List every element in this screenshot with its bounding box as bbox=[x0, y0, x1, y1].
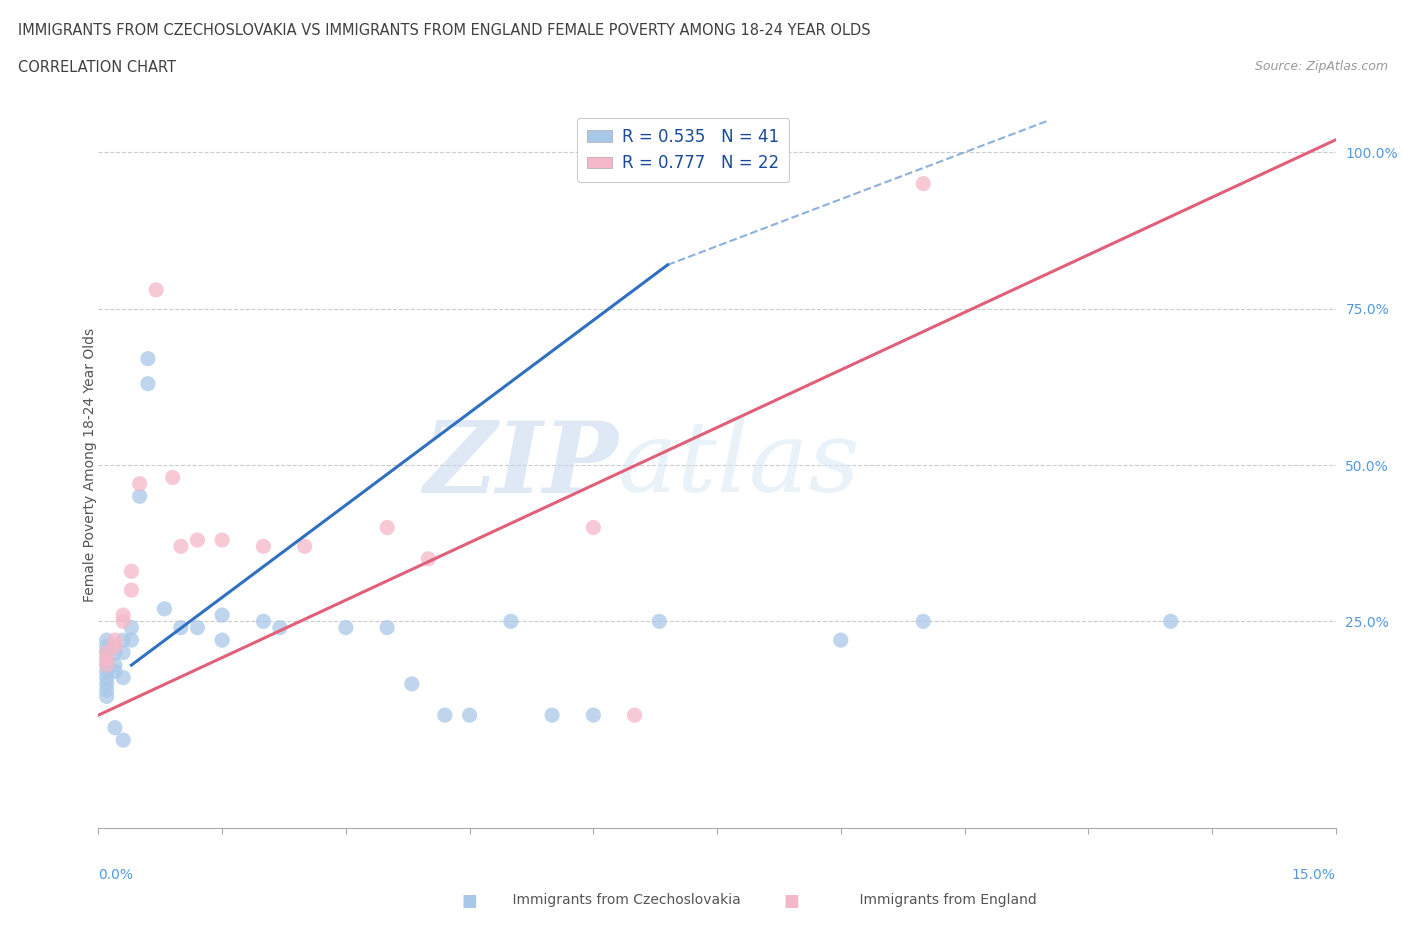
Point bbox=[458, 708, 481, 723]
Point bbox=[830, 632, 852, 647]
Point bbox=[112, 632, 135, 647]
Y-axis label: Female Poverty Among 18-24 Year Olds: Female Poverty Among 18-24 Year Olds bbox=[83, 328, 97, 602]
Point bbox=[112, 645, 135, 660]
Point bbox=[96, 632, 118, 647]
Point bbox=[648, 614, 671, 629]
Point bbox=[186, 533, 208, 548]
Point bbox=[153, 602, 176, 617]
Point bbox=[170, 538, 193, 553]
Point bbox=[375, 520, 398, 535]
Point bbox=[96, 671, 118, 685]
Point bbox=[912, 614, 935, 629]
Point bbox=[128, 489, 150, 504]
Point bbox=[211, 632, 233, 647]
Point bbox=[1160, 614, 1182, 629]
Legend: R = 0.535   N = 41, R = 0.777   N = 22: R = 0.535 N = 41, R = 0.777 N = 22 bbox=[576, 118, 789, 182]
Text: IMMIGRANTS FROM CZECHOSLOVAKIA VS IMMIGRANTS FROM ENGLAND FEMALE POVERTY AMONG 1: IMMIGRANTS FROM CZECHOSLOVAKIA VS IMMIGR… bbox=[18, 23, 870, 38]
Text: Immigrants from Czechoslovakia: Immigrants from Czechoslovakia bbox=[495, 893, 741, 907]
Point bbox=[145, 283, 167, 298]
Point bbox=[112, 733, 135, 748]
Point bbox=[186, 620, 208, 635]
Point bbox=[252, 614, 274, 629]
Point bbox=[269, 620, 291, 635]
Point bbox=[112, 614, 135, 629]
Point bbox=[136, 352, 159, 366]
Text: ■: ■ bbox=[783, 892, 799, 910]
Point bbox=[104, 658, 127, 672]
Point bbox=[120, 620, 142, 635]
Point bbox=[335, 620, 357, 635]
Point bbox=[120, 582, 142, 597]
Point bbox=[582, 520, 605, 535]
Point bbox=[96, 651, 118, 666]
Text: CORRELATION CHART: CORRELATION CHART bbox=[18, 60, 176, 75]
Point bbox=[96, 683, 118, 698]
Point bbox=[120, 632, 142, 647]
Text: 0.0%: 0.0% bbox=[98, 868, 134, 882]
Point bbox=[211, 607, 233, 622]
Text: atlas: atlas bbox=[619, 418, 860, 512]
Point bbox=[136, 377, 159, 392]
Point bbox=[582, 708, 605, 723]
Text: ZIP: ZIP bbox=[423, 417, 619, 513]
Point bbox=[252, 538, 274, 553]
Point bbox=[96, 689, 118, 704]
Point bbox=[104, 639, 127, 654]
Point bbox=[401, 676, 423, 691]
Point bbox=[96, 645, 118, 660]
Text: Source: ZipAtlas.com: Source: ZipAtlas.com bbox=[1254, 60, 1388, 73]
Text: ■: ■ bbox=[461, 892, 478, 910]
Point bbox=[162, 470, 184, 485]
Point bbox=[112, 607, 135, 622]
Point bbox=[96, 658, 118, 672]
Point bbox=[104, 645, 127, 660]
Point bbox=[96, 676, 118, 691]
Point bbox=[375, 620, 398, 635]
Point bbox=[104, 664, 127, 679]
Point bbox=[170, 620, 193, 635]
Point bbox=[499, 614, 522, 629]
Point bbox=[104, 632, 127, 647]
Point bbox=[96, 658, 118, 672]
Text: Immigrants from England: Immigrants from England bbox=[842, 893, 1038, 907]
Point bbox=[623, 708, 645, 723]
Point bbox=[128, 476, 150, 491]
Point bbox=[418, 551, 440, 566]
Point bbox=[104, 720, 127, 735]
Point bbox=[433, 708, 456, 723]
Point bbox=[96, 664, 118, 679]
Point bbox=[96, 645, 118, 660]
Text: 15.0%: 15.0% bbox=[1292, 868, 1336, 882]
Point bbox=[912, 176, 935, 191]
Point bbox=[96, 639, 118, 654]
Point bbox=[294, 538, 316, 553]
Point bbox=[112, 671, 135, 685]
Point bbox=[211, 533, 233, 548]
Point bbox=[96, 651, 118, 666]
Point bbox=[541, 708, 564, 723]
Point bbox=[120, 564, 142, 578]
